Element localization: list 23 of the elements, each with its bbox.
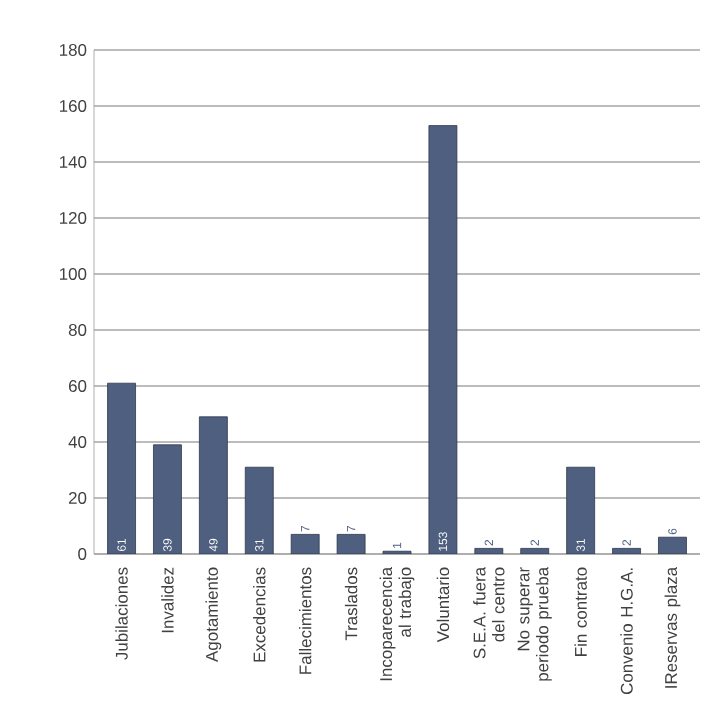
x-tick-label: Agotamiento	[205, 567, 222, 662]
x-tick-label: IReservas plaza	[664, 566, 681, 688]
y-tick-label: 120	[59, 212, 87, 224]
x-tick-label: Fallecimientos	[298, 567, 312, 674]
y-tick-label: 20	[68, 492, 87, 504]
x-tick-label: Fin contrato	[574, 567, 587, 656]
y-tick-label: 0	[78, 548, 87, 560]
x-tick-label: Convenio H.G.A.	[620, 568, 633, 695]
y-tick-label: 160	[59, 100, 87, 112]
y-tick-label: 60	[69, 380, 87, 392]
x-tick-label: S.E.A. fuera del centro	[473, 566, 505, 659]
x-tick-label: Incoparecencia al trabajo	[379, 566, 415, 681]
x-tick-label: No superar periodo prueba	[517, 566, 552, 681]
x-tick-label: Jubilaciones	[115, 567, 128, 660]
x-tick-label: Voluntario	[436, 567, 450, 643]
y-tick-label: 140	[59, 156, 87, 168]
y-tick-label: 40	[68, 436, 87, 448]
x-tick-label: Traslados	[344, 567, 358, 641]
y-tick-label: 80	[68, 324, 87, 336]
y-tick-label: 180	[59, 44, 87, 56]
x-tick-label: Excedencias	[253, 567, 266, 662]
y-tick-label: 100	[59, 268, 87, 280]
x-tick-label: Invalidez	[161, 567, 174, 633]
